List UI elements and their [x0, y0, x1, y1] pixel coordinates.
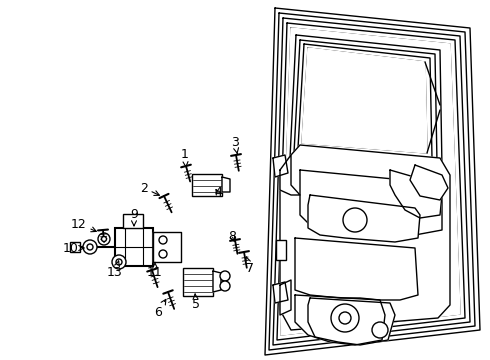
- Polygon shape: [294, 40, 437, 163]
- Text: 10: 10: [63, 242, 84, 255]
- Polygon shape: [410, 165, 448, 200]
- Polygon shape: [265, 8, 480, 355]
- Bar: [115, 228, 153, 266]
- Text: 1: 1: [181, 148, 189, 167]
- Circle shape: [159, 250, 167, 258]
- Text: 9: 9: [130, 207, 138, 226]
- Text: 6: 6: [154, 300, 166, 319]
- Text: 7: 7: [245, 257, 254, 274]
- Circle shape: [101, 237, 106, 242]
- Polygon shape: [300, 170, 442, 235]
- Polygon shape: [390, 170, 442, 218]
- Text: 13: 13: [107, 261, 123, 279]
- Text: 12: 12: [71, 217, 97, 232]
- Polygon shape: [277, 23, 465, 340]
- Polygon shape: [302, 48, 427, 153]
- Circle shape: [220, 271, 230, 281]
- Polygon shape: [222, 177, 230, 192]
- Bar: [70, 242, 80, 252]
- Circle shape: [343, 208, 367, 232]
- Polygon shape: [295, 295, 385, 345]
- Polygon shape: [298, 44, 432, 158]
- Circle shape: [112, 255, 126, 269]
- Circle shape: [331, 304, 359, 332]
- Bar: [183, 268, 213, 296]
- Circle shape: [87, 244, 93, 250]
- Polygon shape: [273, 282, 288, 303]
- Polygon shape: [308, 298, 395, 345]
- Polygon shape: [273, 18, 470, 345]
- Text: 11: 11: [147, 262, 163, 279]
- Polygon shape: [308, 195, 420, 242]
- Circle shape: [98, 233, 110, 245]
- Polygon shape: [269, 13, 475, 350]
- Circle shape: [83, 240, 97, 254]
- Text: 4: 4: [214, 186, 222, 199]
- Polygon shape: [302, 48, 427, 153]
- Polygon shape: [213, 271, 221, 292]
- Polygon shape: [280, 280, 291, 315]
- Circle shape: [220, 281, 230, 291]
- Text: 5: 5: [192, 294, 200, 311]
- Polygon shape: [281, 28, 460, 335]
- Bar: [192, 174, 222, 196]
- Bar: [276, 240, 286, 260]
- Circle shape: [372, 322, 388, 338]
- Bar: [123, 214, 143, 228]
- Polygon shape: [280, 155, 300, 195]
- Circle shape: [339, 312, 351, 324]
- Polygon shape: [295, 238, 418, 300]
- Circle shape: [116, 259, 122, 265]
- Polygon shape: [280, 145, 450, 330]
- Polygon shape: [281, 28, 460, 335]
- Polygon shape: [273, 155, 288, 177]
- Circle shape: [159, 236, 167, 244]
- Polygon shape: [153, 232, 181, 262]
- Polygon shape: [290, 35, 442, 168]
- Text: 2: 2: [140, 181, 159, 195]
- Text: 8: 8: [228, 230, 236, 243]
- Text: 3: 3: [231, 136, 239, 154]
